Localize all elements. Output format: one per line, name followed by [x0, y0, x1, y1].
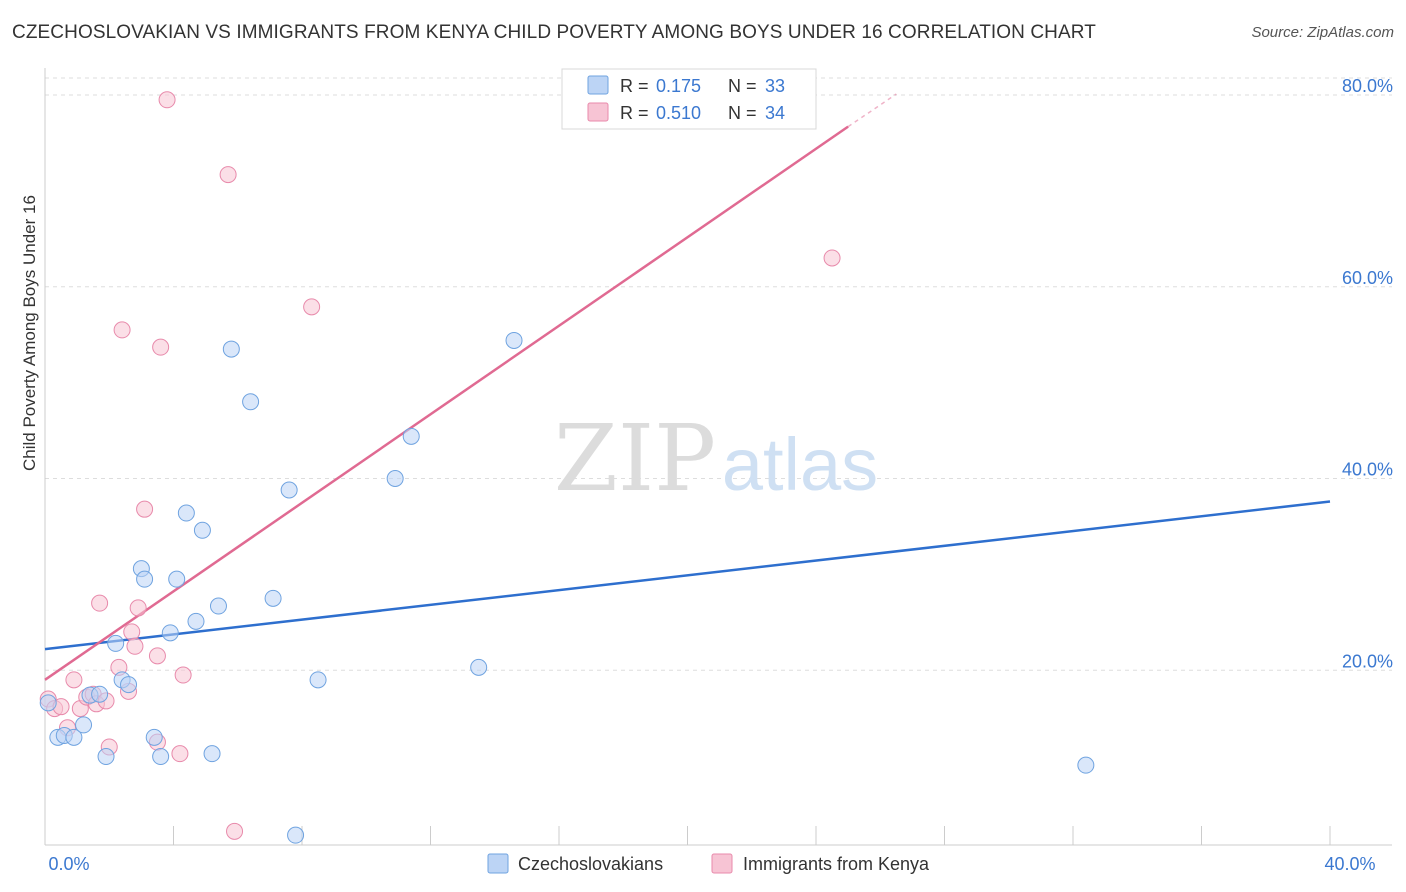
tick-labels: 20.0% 40.0% 60.0% 80.0% 0.0% 40.0%	[48, 76, 1393, 874]
czechoslovakians-point-19	[193, 521, 211, 539]
chart-title: CZECHOSLOVAKIAN VS IMMIGRANTS FROM KENYA…	[12, 22, 1096, 43]
y-tick-label-20: 20.0%	[1342, 651, 1393, 671]
y-tick-label-60: 60.0%	[1342, 268, 1393, 288]
czechoslovakians-point-26	[287, 826, 305, 844]
trend-lines	[44, 93, 1331, 681]
kenya-point-21	[152, 338, 170, 356]
kenya-point-24	[174, 666, 192, 684]
kenya-point-15	[123, 623, 141, 641]
stats-n-label-2: N =	[728, 103, 757, 123]
czechoslovakians-point-4	[75, 716, 93, 734]
x-tick-label-0: 0.0%	[48, 854, 89, 874]
watermark: ZIP atlas	[554, 405, 878, 512]
czechoslovakians-point-18	[187, 612, 205, 630]
y-tick-label-80: 80.0%	[1342, 76, 1393, 96]
stats-r-value-1: 0.175	[656, 76, 701, 96]
stats-legend: R = 0.175 N = 33 R = 0.510 N = 34	[561, 68, 817, 130]
kenya-point-23	[171, 745, 189, 763]
kenya-point-17	[129, 599, 147, 617]
legend-swatch-kenya	[711, 853, 733, 874]
czechoslovakians-point-17	[177, 504, 195, 522]
kenya-point-13	[113, 321, 131, 339]
y-axis-label: Child Poverty Among Boys Under 16	[20, 195, 39, 471]
trend-line-kenya	[44, 125, 849, 681]
czechoslovakians-point-12	[136, 570, 154, 588]
czechoslovakians-point-0	[39, 694, 57, 712]
data-points	[39, 91, 1095, 844]
czechoslovakians-point-32	[1077, 756, 1095, 774]
stats-legend-swatch-blue	[587, 75, 609, 95]
czechoslovakians-point-8	[107, 634, 125, 652]
czechoslovakians-point-25	[280, 481, 298, 499]
stats-n-value-1: 33	[765, 76, 785, 96]
source-label: Source: ZipAtlas.com	[1251, 24, 1394, 41]
kenya-point-4	[65, 671, 83, 689]
stats-r-value-2: 0.510	[656, 103, 701, 123]
czechoslovakians-point-6	[91, 685, 109, 703]
kenya-point-25	[219, 166, 237, 184]
kenya-point-18	[136, 500, 154, 518]
kenya-point-27	[303, 298, 321, 316]
czechoslovakians-point-14	[152, 748, 170, 766]
kenya-point-16	[126, 637, 144, 655]
czechoslovakians-point-24	[264, 589, 282, 607]
czechoslovakians-point-27	[309, 671, 327, 689]
stats-n-value-2: 34	[765, 103, 785, 123]
czechoslovakians-point-22	[222, 340, 240, 358]
gridlines	[45, 77, 1392, 671]
stats-r-label-2: R =	[620, 103, 649, 123]
legend-label-kenya: Immigrants from Kenya	[743, 854, 930, 874]
kenya-point-22	[158, 91, 176, 109]
czechoslovakians-point-7	[97, 748, 115, 766]
stats-r-label-1: R =	[620, 76, 649, 96]
kenya-point-28	[823, 249, 841, 267]
kenya-point-20	[148, 647, 166, 665]
x-tick-label-40: 40.0%	[1324, 854, 1375, 874]
czechoslovakians-point-10	[120, 676, 138, 694]
series-legend: Czechoslovakians Immigrants from Kenya	[487, 853, 930, 874]
czechoslovakians-point-3	[65, 728, 83, 746]
czechoslovakians-point-29	[402, 427, 420, 445]
y-tick-label-40: 40.0%	[1342, 460, 1393, 480]
czechoslovakians-point-13	[145, 728, 163, 746]
trend-line-czechoslovakians	[44, 500, 1331, 651]
czechoslovakians-point-15	[161, 624, 179, 642]
legend-label-czechoslovakians: Czechoslovakians	[518, 854, 663, 874]
czechoslovakians-point-31	[505, 331, 523, 349]
czechoslovakians-point-28	[386, 470, 404, 487]
czechoslovakians-point-16	[168, 570, 186, 588]
czechoslovakians-point-30	[470, 658, 488, 676]
watermark-atlas: atlas	[722, 423, 878, 506]
kenya-point-26	[226, 822, 244, 840]
trend-line-kenya-extension	[847, 93, 897, 128]
stats-n-label-1: N =	[728, 76, 757, 96]
czechoslovakians-point-20	[203, 745, 221, 763]
stats-legend-swatch-pink	[587, 102, 609, 122]
czechoslovakians-point-23	[242, 393, 260, 411]
kenya-point-9	[91, 594, 109, 612]
axes	[44, 68, 1392, 846]
watermark-zip: ZIP	[554, 405, 716, 512]
czechoslovakians-point-21	[209, 597, 227, 615]
legend-swatch-czechoslovakians	[487, 853, 509, 874]
